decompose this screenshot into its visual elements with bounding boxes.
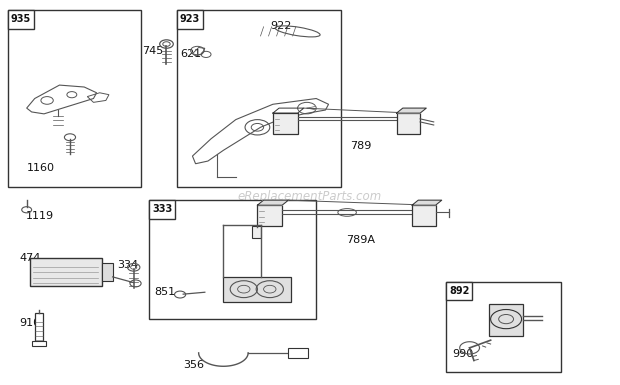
Bar (223, 277, 291, 302)
Text: 474: 474 (19, 253, 41, 263)
Text: 745: 745 (142, 45, 163, 55)
Text: 356: 356 (183, 360, 204, 370)
Polygon shape (397, 108, 427, 113)
Bar (252, 226, 261, 238)
Bar (102, 263, 113, 281)
Polygon shape (257, 200, 288, 205)
Bar (149, 200, 175, 219)
Bar (397, 113, 420, 134)
Bar (35, 313, 43, 342)
Text: 1119: 1119 (25, 211, 53, 221)
Text: 892: 892 (449, 286, 469, 296)
Bar (257, 205, 282, 226)
Text: 923: 923 (180, 15, 200, 25)
Bar (177, 10, 341, 187)
Polygon shape (412, 200, 442, 205)
Bar (288, 348, 308, 358)
Bar (446, 282, 560, 372)
Text: 922: 922 (270, 22, 291, 32)
Bar (8, 10, 34, 29)
Bar (32, 341, 46, 346)
Bar (446, 282, 472, 300)
Bar (177, 10, 203, 29)
Text: 621: 621 (180, 49, 202, 59)
Bar (412, 205, 436, 226)
Text: eReplacementParts.com: eReplacementParts.com (238, 190, 382, 203)
Text: 990: 990 (452, 348, 474, 358)
Bar (489, 304, 523, 336)
Text: 789A: 789A (346, 236, 375, 246)
Text: 333: 333 (152, 204, 172, 214)
Text: 789: 789 (350, 141, 371, 151)
Bar (149, 200, 316, 319)
Text: 1160: 1160 (27, 162, 55, 172)
Text: 334: 334 (117, 260, 138, 270)
Bar (30, 258, 102, 286)
Text: 935: 935 (11, 15, 31, 25)
Bar (273, 113, 298, 134)
Bar (8, 10, 141, 187)
Text: 910: 910 (19, 318, 40, 328)
Text: 851: 851 (154, 287, 175, 297)
